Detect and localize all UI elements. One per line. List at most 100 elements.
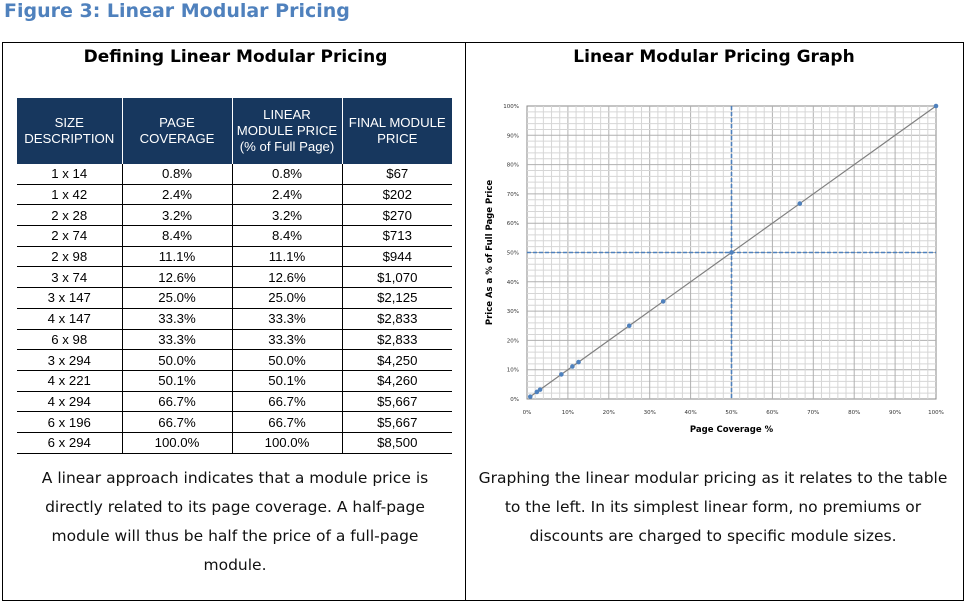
table-row: 6 x 98 33.3% 33.3% $2,833: [17, 329, 452, 351]
y-tick-label: 90%: [507, 133, 519, 139]
linear-price-cell: 0.8%: [232, 164, 343, 185]
size-cell: 2 x 98: [17, 246, 123, 268]
coverage-cell: 33.3%: [122, 329, 233, 351]
linear-pricing-chart: 0% 10% 20% 30% 40% 50% 60% 70% 80% 90% 100% 0% 10% 20…: [485, 103, 944, 435]
coverage-cell: 66.7%: [122, 391, 233, 413]
x-tick-label: 0%: [523, 410, 532, 416]
linear-price-cell: 100.0%: [232, 432, 343, 454]
right-panel-title: Linear Modular Pricing Graph: [573, 47, 855, 67]
table-body: 1 x 14 0.8% 0.8% $67 1 x 42 2.4% 2.4% $202 2 x 2…: [17, 164, 452, 454]
coverage-cell: 50.0%: [122, 349, 233, 371]
right-caption: Graphing the linear modular pricing as i…: [478, 469, 948, 545]
data-point: [527, 394, 533, 399]
data-point: [559, 372, 564, 377]
final-price-cell: $2,125: [342, 287, 452, 309]
data-point: [534, 389, 540, 395]
header-size-description: SIZE DESCRIPTION: [17, 98, 123, 164]
coverage-cell: 11.1%: [122, 246, 233, 268]
y-tick-label: 0%: [510, 397, 519, 403]
final-price-cell: $713: [342, 225, 452, 247]
final-price-cell: $5,667: [342, 391, 452, 413]
figure-frame: [2, 42, 964, 601]
size-cell: 6 x 196: [17, 411, 123, 433]
size-cell: 4 x 294: [17, 391, 123, 413]
size-cell: 4 x 221: [17, 370, 123, 392]
header-page-coverage: PAGE COVERAGE: [122, 98, 233, 164]
data-point: [576, 359, 581, 365]
x-tick-label: 80%: [848, 410, 860, 416]
coverage-cell: 8.4%: [122, 225, 233, 247]
y-tick-label: 10%: [507, 368, 519, 374]
final-price-cell: $202: [342, 184, 452, 206]
header-final-module-price: FINAL MODULE PRICE: [342, 98, 452, 164]
final-price-cell: $4,260: [342, 370, 452, 392]
data-point: [797, 201, 803, 206]
data-point: [933, 103, 939, 109]
left-panel-title: Defining Linear Modular Pricing: [83, 47, 388, 67]
table-row: 2 x 98 11.1% 11.1% $944: [17, 246, 452, 268]
coverage-cell: 12.6%: [122, 266, 233, 289]
figure-title: Figure 3: Linear Modular Pricing: [4, 0, 350, 22]
final-price-cell: $4,250: [342, 349, 452, 371]
final-price-cell: $1,070: [342, 266, 452, 289]
table-row: 1 x 42 2.4% 2.4% $202: [17, 184, 452, 206]
final-price-cell: $2,833: [342, 329, 452, 351]
x-tick-label: 40%: [684, 410, 696, 416]
coverage-cell: 25.0%: [122, 287, 233, 309]
linear-price-cell: 12.6%: [232, 266, 343, 289]
x-axis-label: Page Coverage %: [690, 425, 774, 435]
size-cell: 1 x 42: [17, 184, 123, 206]
data-point: [626, 323, 632, 329]
size-cell: 3 x 147: [17, 287, 123, 309]
table-header-row: SIZE DESCRIPTION PAGE COVERAGE LINEAR MO…: [17, 98, 452, 164]
linear-price-cell: 8.4%: [232, 225, 343, 247]
panel-divider: [465, 42, 466, 601]
final-price-cell: $2,833: [342, 308, 452, 330]
linear-price-cell: 66.7%: [232, 411, 343, 433]
left-caption: A linear approach indicates that a modul…: [41, 469, 429, 574]
y-tick-label: 80%: [507, 163, 519, 169]
linear-price-cell: 33.3%: [232, 308, 343, 330]
y-tick-label: 100%: [503, 104, 519, 110]
y-tick-label: 20%: [507, 338, 519, 344]
table-row: 2 x 74 8.4% 8.4% $713: [17, 225, 452, 247]
linear-price-cell: 11.1%: [232, 246, 343, 268]
y-tick-label: 60%: [507, 221, 519, 227]
coverage-cell: 100.0%: [122, 432, 233, 454]
coverage-cell: 2.4%: [122, 184, 233, 206]
size-cell: 2 x 28: [17, 204, 123, 227]
table-row: 6 x 196 66.7% 66.7% $5,667: [17, 411, 452, 433]
linear-price-cell: 66.7%: [232, 391, 343, 413]
y-tick-label: 40%: [507, 280, 519, 286]
linear-price-cell: 2.4%: [232, 184, 343, 206]
y-tick-label: 30%: [507, 309, 519, 315]
x-tick-label: 60%: [766, 410, 778, 416]
size-cell: 4 x 147: [17, 308, 123, 330]
table-row: 4 x 221 50.1% 50.1% $4,260: [17, 370, 452, 392]
x-tick-label: 100%: [928, 410, 944, 416]
x-tick-label: 10%: [562, 410, 574, 416]
size-cell: 6 x 98: [17, 329, 123, 351]
final-price-cell: $270: [342, 204, 452, 227]
final-price-cell: $67: [342, 164, 452, 185]
x-tick-label: 50%: [725, 410, 737, 416]
coverage-cell: 50.1%: [122, 370, 233, 392]
size-cell: 3 x 294: [17, 349, 123, 371]
table-row: 3 x 147 25.0% 25.0% $2,125: [17, 287, 452, 309]
table-row: 4 x 294 66.7% 66.7% $5,667: [17, 391, 452, 413]
x-tick-label: 70%: [807, 410, 819, 416]
pricing-table: SIZE DESCRIPTION PAGE COVERAGE LINEAR MO…: [17, 98, 452, 454]
y-tick-label: 50%: [507, 251, 519, 257]
linear-price-cell: 33.3%: [232, 329, 343, 351]
linear-price-cell: 50.1%: [232, 370, 343, 392]
final-price-cell: $5,667: [342, 411, 452, 433]
y-tick-label: 70%: [507, 192, 519, 198]
data-point: [729, 250, 734, 255]
y-axis-label: Price As a % of Full Page Price: [485, 180, 495, 326]
coverage-cell: 33.3%: [122, 308, 233, 330]
coverage-cell: 0.8%: [122, 164, 233, 185]
final-price-cell: $944: [342, 246, 452, 268]
size-cell: 3 x 74: [17, 266, 123, 289]
x-tick-label: 20%: [603, 410, 615, 416]
coverage-cell: 66.7%: [122, 411, 233, 433]
